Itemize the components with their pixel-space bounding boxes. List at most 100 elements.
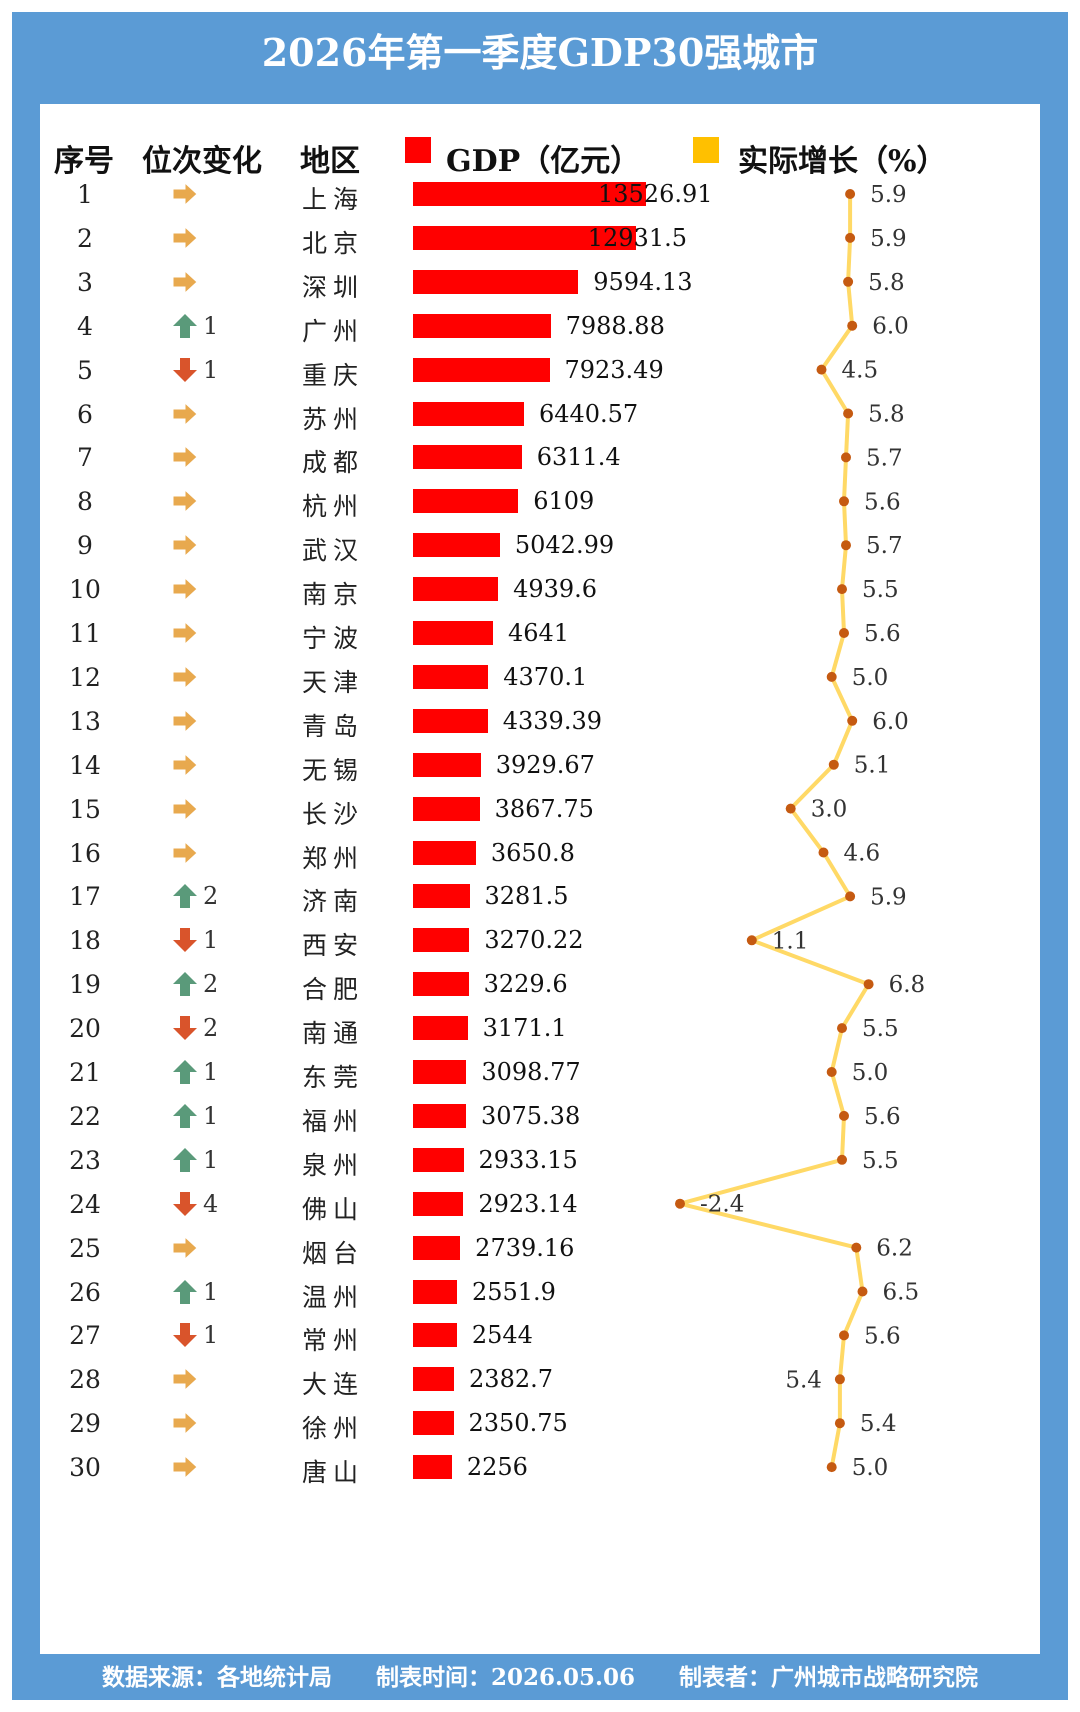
rank-cell: 6 [77, 399, 93, 429]
gdp-bar [413, 796, 480, 821]
growth-point [839, 1110, 849, 1121]
rank-cell: 30 [69, 1453, 101, 1483]
growth-value-label: -2.4 [700, 1192, 744, 1218]
rank-cell: 24 [69, 1189, 101, 1219]
city-name: 上海 [302, 185, 365, 214]
gdp-value-label: 2739.16 [475, 1233, 575, 1262]
rank-cell: 27 [69, 1321, 101, 1351]
gdp-bar [413, 1235, 461, 1260]
growth-point [818, 847, 829, 858]
city-name: 温州 [302, 1282, 365, 1312]
rank-cell: 4 [77, 311, 93, 341]
city-name: 南京 [302, 580, 365, 610]
legend-gdp-label: GDP（亿元） [446, 144, 641, 179]
gdp-value-label: 6109 [533, 487, 595, 516]
growth-value-label: 5.6 [864, 489, 901, 515]
rank-cell: 10 [69, 575, 101, 605]
arrow-right-icon [171, 531, 199, 559]
growth-point [828, 759, 839, 770]
header-change: 位次变化 [142, 144, 262, 179]
rank-change-value: 1 [203, 1321, 219, 1350]
rank-change-value: 1 [203, 926, 219, 955]
arrow-right-icon [171, 707, 199, 735]
arrow-up-icon [171, 1102, 199, 1130]
gdp-value-label: 3075.38 [480, 1101, 581, 1130]
growth-point [834, 1374, 845, 1385]
city-name: 烟台 [302, 1238, 365, 1268]
growth-point [675, 1198, 685, 1209]
growth-value-label: 5.6 [864, 1104, 901, 1130]
city-name: 唐山 [302, 1458, 365, 1488]
arrow-right-icon [171, 180, 199, 208]
growth-value-label: 5.5 [862, 577, 899, 603]
gdp-value-label: 3171.1 [482, 1014, 567, 1043]
arrow-down-icon [171, 1190, 199, 1218]
footer-time: 制表时间：2026.05.06 [375, 1664, 636, 1691]
gdp-bar [413, 752, 481, 777]
city-name: 郑州 [302, 843, 365, 873]
arrow-down-icon [171, 1014, 199, 1042]
growth-value-label: 6.2 [876, 1236, 913, 1262]
rank-change-value: 4 [203, 1189, 219, 1218]
gdp-value-label: 4339.39 [502, 706, 602, 735]
city-name: 重庆 [302, 360, 365, 390]
city-name: 长沙 [302, 799, 365, 829]
header-rank: 序号 [54, 144, 114, 179]
gdp-bar [413, 269, 579, 294]
growth-value-label: 5.4 [785, 1367, 822, 1393]
gdp-value-label: 4939.6 [513, 575, 598, 604]
gdp-bar [413, 313, 551, 338]
gdp-value-label: 3929.67 [495, 750, 595, 779]
growth-value-label: 5.7 [866, 533, 903, 559]
growth-point [834, 1418, 845, 1429]
header-region: 地区 [300, 144, 360, 179]
growth-value-label: 1.1 [772, 928, 809, 954]
gdp-bar [413, 664, 489, 689]
gdp-value-label: 6440.57 [538, 399, 639, 428]
gdp-bar [413, 972, 469, 997]
growth-point [826, 1067, 837, 1077]
arrow-up-icon [171, 1058, 199, 1086]
gdp-bar [413, 577, 499, 602]
gdp-bar [413, 884, 470, 909]
arrow-right-icon [171, 443, 199, 471]
growth-value-label: 5.9 [870, 884, 907, 910]
gdp-value-label: 3229.6 [483, 970, 568, 999]
arrow-right-icon [171, 400, 199, 428]
rank-cell: 16 [69, 838, 101, 868]
gdp-bar [413, 357, 550, 382]
gdp-bar [413, 1191, 464, 1216]
rank-change-value: 1 [203, 355, 219, 384]
city-name: 无锡 [302, 755, 365, 785]
city-name: 深圳 [302, 272, 365, 302]
arrow-up-icon [171, 882, 199, 910]
arrow-down-icon [171, 1321, 199, 1349]
gdp-bar [413, 1147, 464, 1172]
arrow-up-icon [171, 970, 199, 998]
growth-point [837, 1023, 847, 1034]
rank-cell: 17 [69, 882, 101, 912]
rank-cell: 23 [69, 1145, 101, 1175]
gdp-bar [413, 1060, 467, 1084]
rank-change-value: 1 [203, 1277, 219, 1306]
growth-value-label: 5.0 [852, 1455, 889, 1481]
gdp-value-label: 3650.8 [490, 838, 575, 867]
arrow-up-icon [171, 1146, 199, 1174]
growth-point [785, 803, 796, 814]
gdp-value-label: 4370.1 [503, 662, 588, 691]
arrow-right-icon [171, 751, 199, 779]
gdp-bar [413, 182, 646, 206]
gdp-value-label: 3270.22 [484, 926, 584, 955]
arrow-up-icon [171, 1278, 199, 1306]
rank-cell: 20 [69, 1014, 101, 1044]
gdp-bar [413, 489, 519, 514]
city-name: 青岛 [302, 711, 365, 741]
growth-point [841, 540, 851, 551]
rank-cell: 21 [69, 1058, 101, 1087]
city-name: 佛山 [302, 1194, 365, 1224]
gdp-value-label: 2933.15 [478, 1145, 578, 1174]
footer-author: 制表者：广州城市战略研究院 [679, 1664, 979, 1691]
city-name: 广州 [302, 316, 365, 346]
gdp-value-label: 4641 [507, 619, 570, 647]
